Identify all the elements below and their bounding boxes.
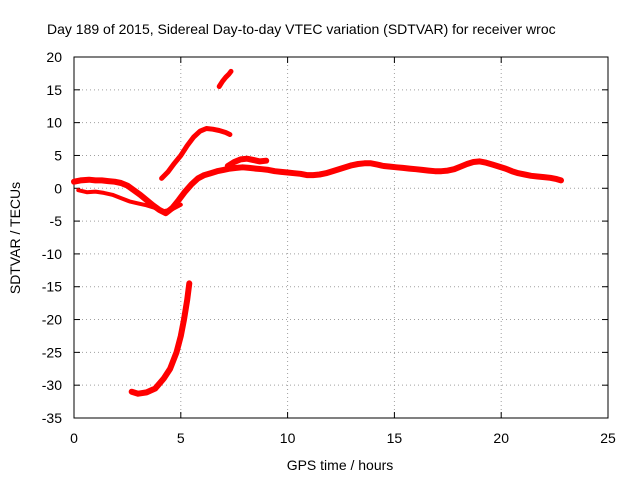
plot-frame [73, 56, 609, 419]
y-tick-label: -5 [50, 213, 63, 229]
y-tick-label: 20 [46, 49, 62, 65]
y-tick-label: 10 [46, 115, 62, 131]
axis-ticks: 0 5 10 15 20 25 -35 -30 -25 -20 -15 -10 -5 0 5 10 15 20 [42, 49, 616, 446]
y-tick-label: 5 [54, 147, 62, 163]
data-series [71, 68, 564, 397]
grid [74, 57, 608, 418]
x-tick-label: 20 [493, 430, 509, 446]
series-secondary-band [224, 155, 270, 169]
y-tick-label: -20 [42, 312, 62, 328]
y-tick-label: -15 [42, 279, 62, 295]
x-tick-label: 15 [387, 430, 403, 446]
x-tick-label: 10 [280, 430, 296, 446]
series-lower-branch [76, 188, 183, 214]
y-tick-label: -10 [42, 246, 62, 262]
series-top-spike [216, 68, 234, 89]
x-tick-label: 25 [600, 430, 616, 446]
y-tick-label: -25 [42, 344, 62, 360]
series-steep-dip [128, 280, 193, 397]
x-tick-label: 0 [70, 430, 78, 446]
x-axis-label: GPS time / hours [287, 457, 394, 473]
series-rising-arc [159, 126, 233, 181]
x-tick-label: 5 [177, 430, 185, 446]
y-axis-label: SDTVAR / TECUs [7, 182, 23, 294]
y-tick-label: 15 [46, 82, 62, 98]
y-tick-label: -30 [42, 377, 62, 393]
y-tick-label: -35 [42, 410, 62, 426]
y-tick-label: 0 [54, 180, 62, 196]
chart-title: Day 189 of 2015, Sidereal Day-to-day VTE… [47, 21, 556, 37]
